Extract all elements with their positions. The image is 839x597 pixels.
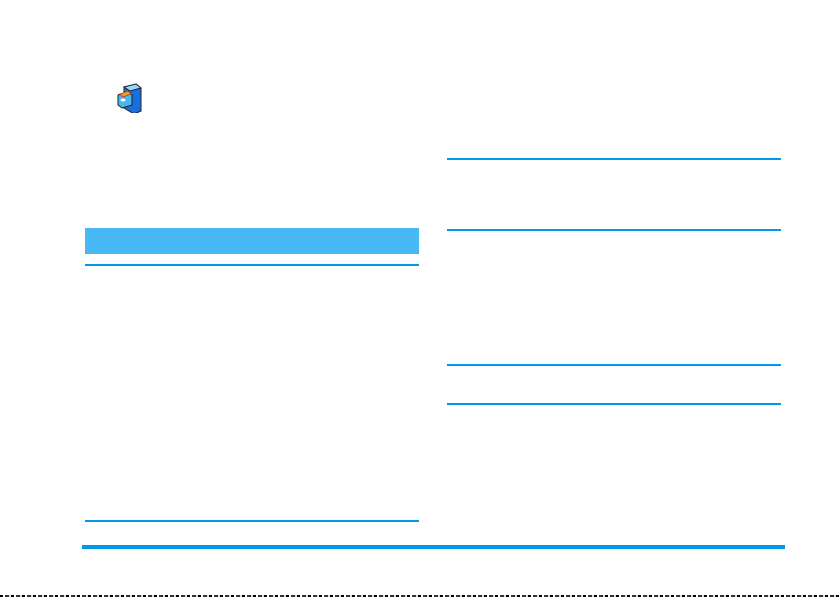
page-edge bbox=[0, 595, 839, 597]
section-header-bar bbox=[85, 228, 419, 254]
file-cabinet-icon bbox=[114, 83, 144, 115]
divider bbox=[85, 264, 419, 266]
divider bbox=[447, 229, 781, 231]
divider bbox=[447, 403, 781, 405]
divider bbox=[447, 364, 781, 366]
divider bbox=[85, 520, 419, 522]
footer-rule bbox=[82, 545, 785, 549]
divider bbox=[447, 158, 781, 160]
